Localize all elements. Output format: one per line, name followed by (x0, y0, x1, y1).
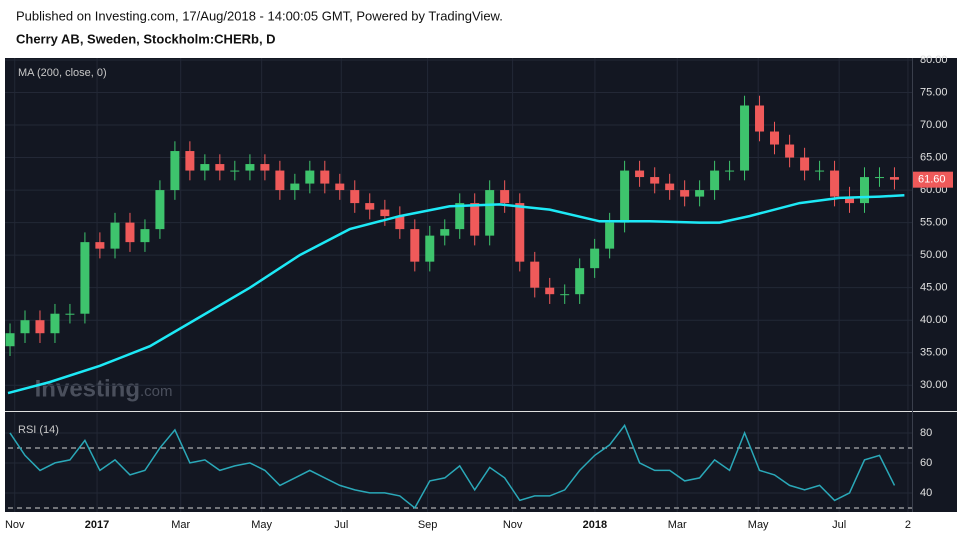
candle-body (440, 229, 450, 236)
y-tick-label: 40.00 (920, 314, 948, 326)
candle-body (770, 131, 780, 145)
candle-body (350, 190, 360, 204)
candle-body (575, 268, 585, 295)
ma-line (7, 194, 905, 395)
candle-body (125, 222, 135, 243)
x-tick-label: Jul (334, 519, 348, 531)
candle-body (530, 261, 540, 288)
chart-title: Cherry AB, Sweden, Stockholm:CHERb, D (16, 31, 276, 46)
x-tick-label: May (748, 519, 769, 531)
candle-body (110, 222, 120, 249)
x-tick-label: Mar (668, 519, 687, 531)
candle-body (874, 177, 884, 179)
candle-body (185, 151, 195, 171)
candle-body (245, 164, 255, 171)
candle-body (635, 170, 645, 178)
candle-body (5, 333, 15, 347)
watermark: Investing (35, 375, 140, 402)
y-tick-label: 60 (920, 457, 932, 469)
candle-body (605, 222, 615, 249)
y-tick-label: 80.00 (920, 54, 948, 66)
candle-body (545, 287, 555, 295)
x-tick-label: Nov (5, 519, 25, 531)
candle-body (410, 229, 420, 262)
candle-body (200, 164, 210, 171)
candle-body (80, 242, 90, 314)
panel-background (5, 58, 957, 512)
candle-body (35, 320, 45, 334)
y-tick-label: 75.00 (920, 86, 948, 98)
last-price-label: 61.60 (918, 174, 946, 186)
panel-label: RSI (14) (18, 424, 59, 436)
rsi-line (9, 423, 896, 510)
candle-body (889, 177, 899, 180)
candle-body (725, 170, 735, 172)
panel-label: MA (200, close, 0) (18, 67, 107, 79)
x-tick-label: Jul (832, 519, 846, 531)
candle-body (335, 183, 345, 191)
candle-body (485, 190, 495, 236)
candle-body (50, 313, 60, 334)
candle-body (620, 170, 630, 223)
candle-body (230, 170, 240, 172)
y-tick-label: 30.00 (920, 379, 948, 391)
candle-body (755, 105, 765, 132)
candle-body (815, 170, 825, 172)
candle-body (785, 144, 795, 158)
candle-body (260, 164, 270, 171)
y-tick-label: 50.00 (920, 249, 948, 261)
candle-body (215, 164, 225, 171)
x-tick-label: Nov (503, 519, 523, 531)
y-tick-label: 80 (920, 427, 932, 439)
candle-body (65, 313, 75, 315)
x-tick-label: Mar (171, 519, 190, 531)
candle-body (155, 190, 165, 230)
candle-body (365, 203, 375, 210)
candle-body (845, 196, 855, 204)
candle-body (425, 235, 435, 262)
candle-body (395, 216, 405, 230)
candle-body (665, 183, 675, 191)
candle-body (275, 170, 285, 191)
candle-body (800, 157, 810, 171)
candle-body (650, 177, 660, 184)
candle-body (860, 177, 870, 204)
candle-body (500, 190, 510, 204)
candle-body (380, 209, 390, 217)
y-tick-label: 40 (920, 487, 932, 499)
candle-body (455, 203, 465, 230)
candle-body (680, 190, 690, 197)
candle-body (305, 170, 315, 184)
candle-body (95, 242, 105, 249)
last-price-box (913, 171, 953, 188)
candle-body (290, 183, 300, 191)
y-tick-label: 65.00 (920, 151, 948, 163)
candle-body (560, 294, 570, 296)
candle-body (590, 248, 600, 269)
watermark: .com (140, 383, 173, 400)
candle-body (320, 170, 330, 184)
candle-body (20, 320, 30, 334)
candle-body (470, 203, 480, 236)
candle-body (695, 190, 705, 197)
y-tick-label: 55.00 (920, 217, 948, 229)
y-tick-label: 45.00 (920, 282, 948, 294)
candle-body (170, 151, 180, 191)
header: Published on Investing.com, 17/Aug/2018 … (16, 8, 503, 23)
x-tick-label: 2 (905, 519, 911, 531)
x-tick-label: 2018 (583, 519, 607, 531)
x-tick-label: Sep (418, 519, 438, 531)
y-tick-label: 35.00 (920, 347, 948, 359)
candle-body (740, 105, 750, 171)
y-tick-label: 70.00 (920, 119, 948, 131)
x-tick-label: May (251, 519, 272, 531)
candle-body (515, 203, 525, 262)
x-tick-label: 2017 (85, 519, 109, 531)
candle-body (710, 170, 720, 191)
candle-body (140, 229, 150, 243)
candle-body (830, 170, 840, 197)
